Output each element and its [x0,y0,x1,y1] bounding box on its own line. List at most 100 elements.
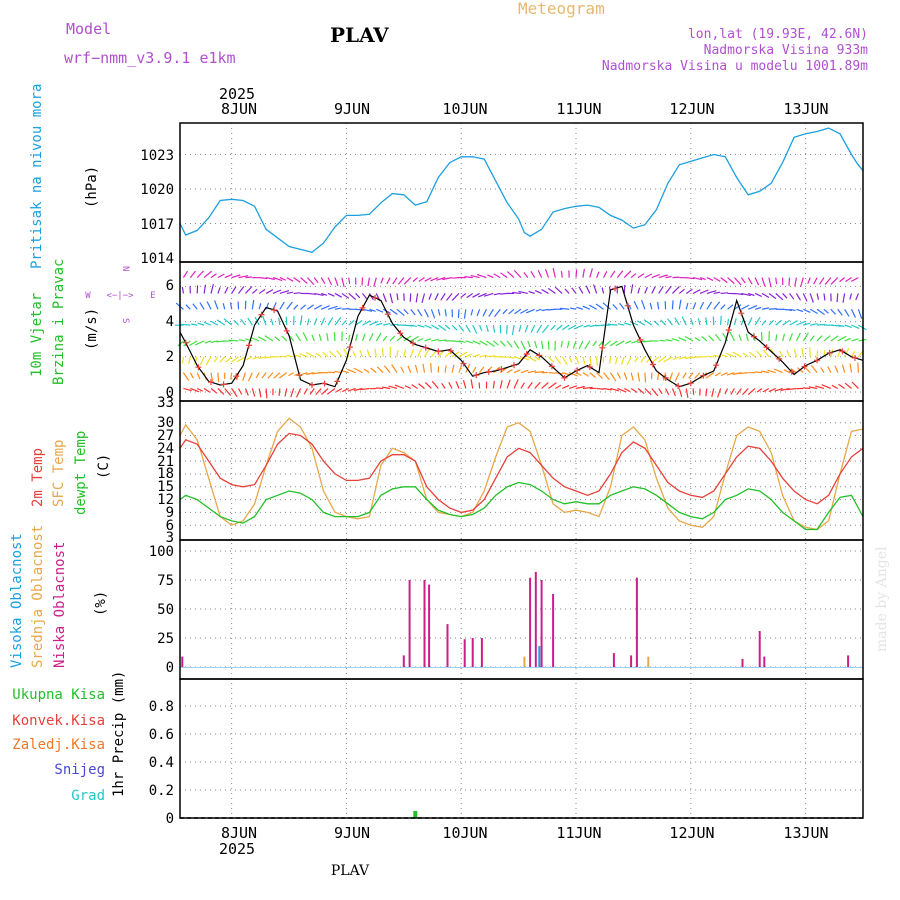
wind-arrow [470,309,474,316]
wind-arrow [813,277,818,285]
wind-arrow [414,364,419,373]
wind-arrow [534,370,545,374]
wind-arrow [284,388,288,397]
wind-arrow [273,372,281,379]
wind-arrow [678,288,685,294]
wind-arrow [302,332,308,342]
wind-speed-marker [788,368,795,375]
wind-arrow [674,372,680,382]
wind-arrow [494,308,501,318]
wind-arrow [309,388,315,395]
wind-arrow [307,304,314,310]
wind-arrow [508,308,515,315]
wind-arrow [782,308,793,311]
wind-arrow [560,271,563,278]
wind-arrow [444,365,447,373]
compass-south: S [120,318,130,323]
footer-station: PLAV [331,863,370,879]
wind-arrow [341,292,350,299]
wind-speed-marker [435,348,442,355]
wind-unit-label: (m/s) [84,308,100,350]
wind-arrow [651,388,659,397]
wind-arrow [596,387,605,390]
wind-arrow [300,304,307,310]
wind-arrow [745,333,749,342]
cloud-ytick: 25 [157,631,174,647]
wind-arrow [738,334,742,342]
wind-arrow [616,270,624,278]
wind-arrow [692,277,703,281]
wind-arrow [646,356,653,363]
wind-arrow [541,381,549,389]
tick-bottom-11jun: 11JUN [556,824,601,842]
wind-arrow [756,387,763,393]
wind-arrow [658,388,663,395]
wind-arrow [238,388,243,395]
cloud-ytick: 50 [157,602,174,618]
wind-arrow [706,301,713,310]
pressure-ytick-labels: 1014 1017 1020 1023 [140,148,174,267]
wind-arrow [568,356,573,363]
wind-arrow [272,289,282,294]
wind-arrow [341,307,350,310]
wind-arrow [561,356,568,366]
wind-arrow [729,331,735,342]
wind-arrow [571,287,577,294]
wind-speed-marker [498,366,505,373]
wind-arrow [415,293,419,303]
wind-arrow [499,292,508,295]
wind-arrow [821,384,832,390]
wind-arrow [513,356,522,360]
wind-arrow [476,273,487,279]
wind-arrow [478,292,487,298]
wind-arrow [463,309,467,319]
wind-arrow [844,348,850,358]
frame-layer [179,122,864,819]
wind-arrow [334,307,342,310]
wind-arrow [625,340,632,344]
wind-arrow [570,307,577,310]
wind-speed-marker [561,374,568,381]
pressure-ytick: 1020 [140,182,174,198]
wind-arrow [775,319,782,326]
wind-arrow [685,288,693,294]
wind-arrow [775,292,784,301]
wind-arrow [259,277,268,280]
wind-arrow [653,320,660,326]
wind-arrow [321,388,329,395]
wind-arrow [423,309,429,318]
wind-arrow [845,277,852,283]
wind-arrow [375,332,382,342]
coords-label: lon,lat (19.93E, 42.6N) [688,27,868,42]
wind-arrow [410,335,420,342]
wind-arrow [196,387,203,392]
cloud-ytick: 0 [166,660,174,676]
wind-arrow [217,388,225,395]
wind-arrow [809,293,814,303]
wind-arrow [575,356,580,364]
wind-arrow [637,273,645,279]
wind-arrow [742,352,749,358]
wind-arrow [265,388,268,399]
wind-arrow [782,293,788,299]
wind-arrow [849,293,853,300]
wind-arrow [410,324,418,327]
precip-legend: Ukupna Kisa Konvek.Kisa Zaledj.Kisa Snij… [12,687,105,804]
wind-arrow [660,319,667,326]
wind-arrow [206,301,212,310]
wind-ytick-labels: 0 2 4 6 [166,278,174,401]
wind-arrow [713,277,721,282]
wind-arrow [315,352,322,358]
wind-speed-marker [460,360,467,367]
wind-speed-line [179,285,864,388]
wind-arrow [430,277,439,282]
wind-arrow [383,365,391,374]
wind-arrow [270,318,274,326]
wind-arrow [507,356,515,359]
wind-arrow [472,324,478,334]
wind-arrow [768,319,775,326]
wind-arrow [388,385,398,390]
wind-arrow [734,304,742,310]
wind-arrow [783,369,790,374]
wind-arrow [286,301,293,310]
